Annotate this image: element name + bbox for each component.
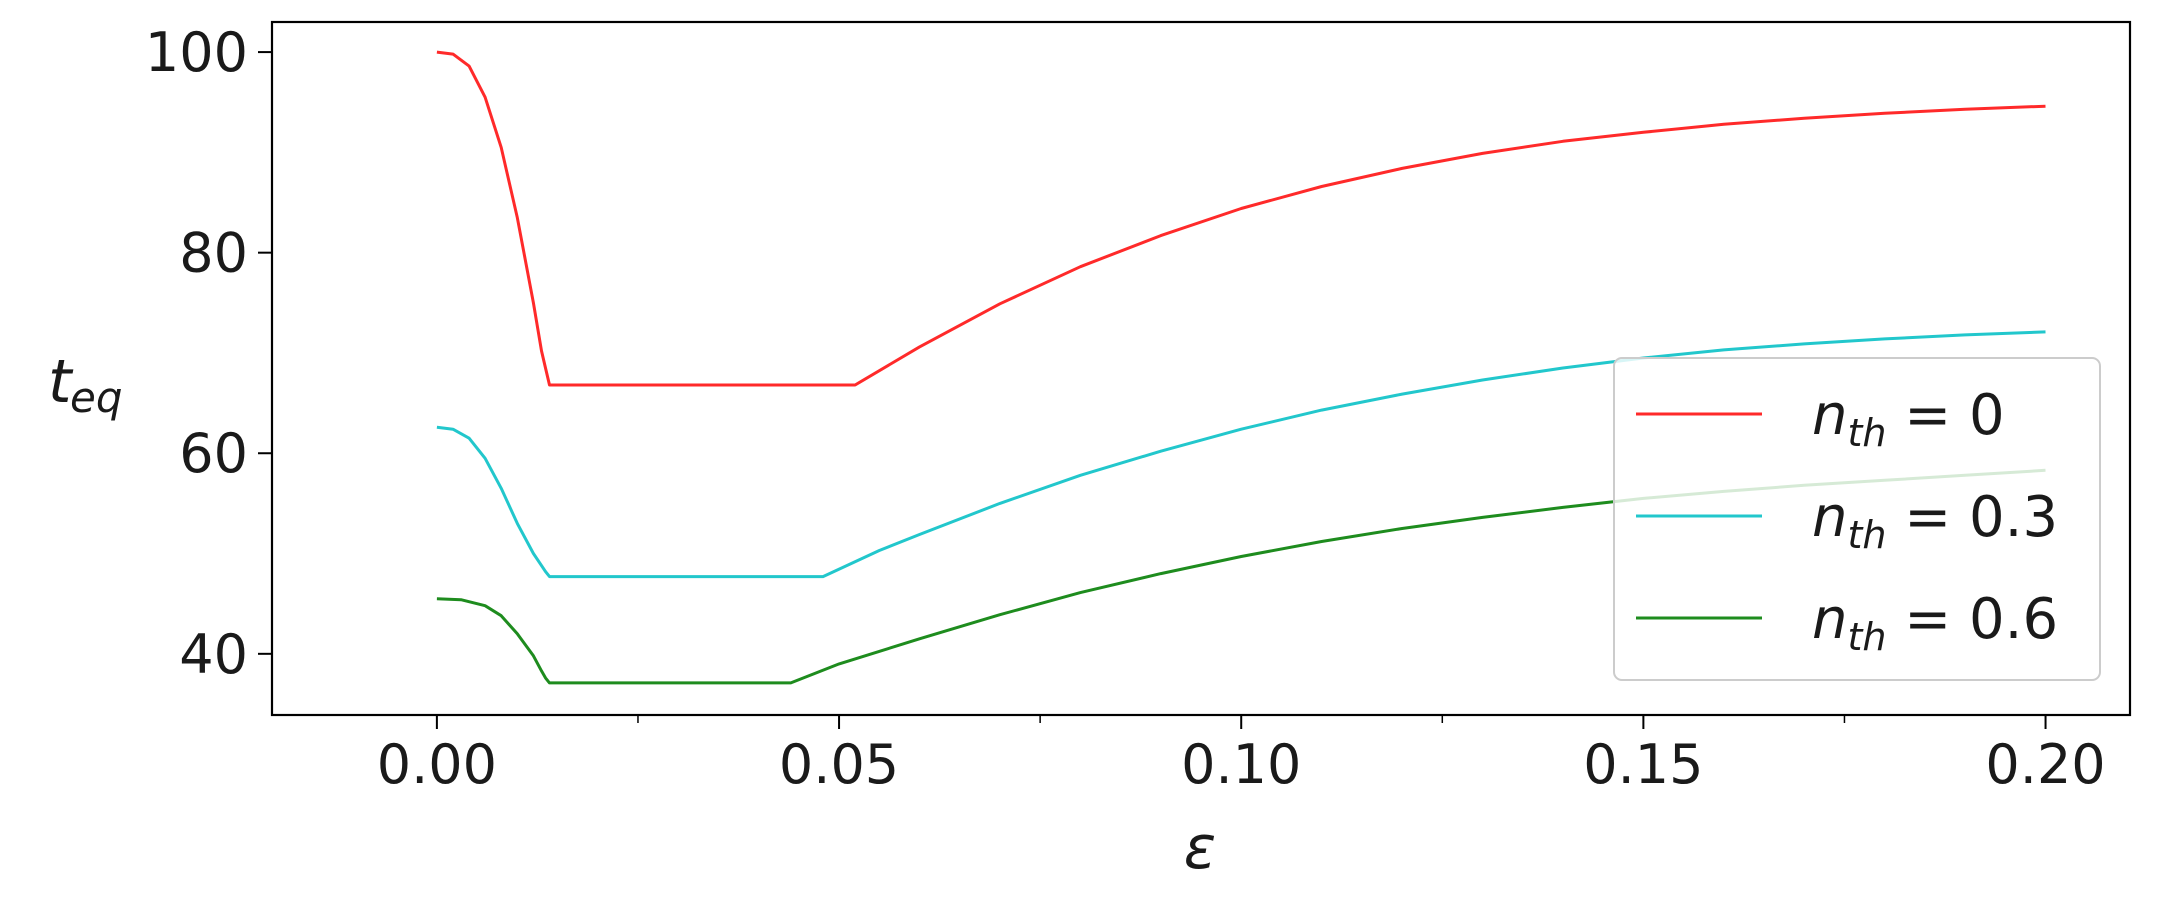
legend-entry-1: nth = 0.3 — [1812, 485, 2058, 557]
y-axis-label: t eq — [48, 347, 123, 422]
y-tick-label-0: 40 — [179, 623, 248, 686]
y-axis-label-sub: eq — [70, 373, 123, 422]
y-tick-label-1: 60 — [179, 422, 248, 485]
legend-box — [1613, 357, 2101, 681]
series-line-0 — [436, 50, 2046, 387]
y-tick-label-3: 100 — [145, 21, 248, 84]
plot-frame — [270, 20, 2132, 717]
legend: nth = 0 nth = 0.3 nth = 0.6 — [1613, 357, 2101, 681]
legend-entry-0: nth = 0 — [1812, 383, 2005, 455]
x-tick-label-4: 0.20 — [1985, 733, 2105, 796]
y-axis-label-base: t — [48, 347, 74, 417]
x-tick-label-0: 0.00 — [377, 733, 497, 796]
x-axis-label: ε — [1184, 813, 1216, 883]
legend-entry-2: nth = 0.6 — [1812, 587, 2058, 659]
x-tick-label-2: 0.10 — [1181, 733, 1301, 796]
x-tick-label-3: 0.15 — [1583, 733, 1703, 796]
x-tick-label-1: 0.05 — [779, 733, 899, 796]
y-tick-label-2: 80 — [179, 222, 248, 285]
series-line-1 — [436, 330, 2046, 579]
